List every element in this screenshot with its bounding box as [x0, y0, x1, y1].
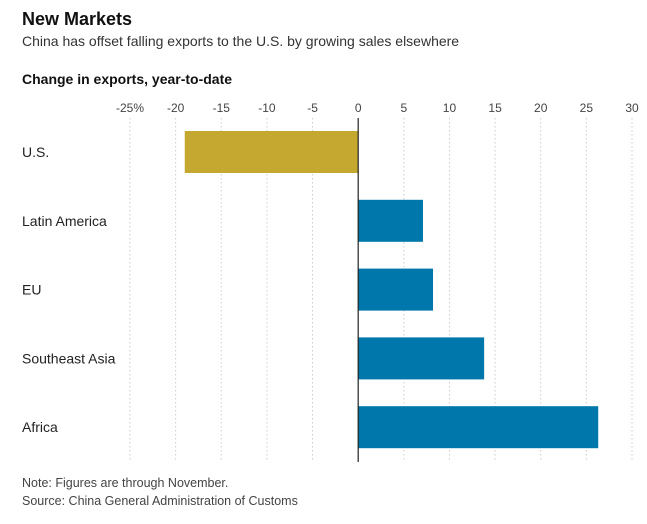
x-tick-label: 0 [355, 101, 362, 115]
chart-subtitle: China has offset falling exports to the … [22, 33, 460, 49]
x-tick-label: -25% [116, 101, 144, 115]
x-tick-label: 25 [580, 101, 594, 115]
bar [358, 199, 423, 242]
x-tick-label: 15 [488, 101, 502, 115]
x-tick-label: 5 [400, 101, 407, 115]
bar [358, 268, 434, 311]
bar [184, 131, 359, 173]
category-label: Southeast Asia [22, 350, 116, 366]
chart-measure-label: Change in exports, year-to-date [22, 71, 233, 87]
category-label: U.S. [22, 144, 49, 160]
chart-source: Source: China General Administration of … [22, 494, 298, 508]
bar [358, 337, 485, 380]
bar [358, 406, 599, 449]
category-label: Latin America [22, 213, 107, 229]
x-tick-label: 20 [534, 101, 548, 115]
x-tick-label: 10 [443, 101, 457, 115]
x-tick-label: -20 [167, 101, 185, 115]
x-tick-label: 30 [625, 101, 639, 115]
chart-note: Note: Figures are through November. [22, 476, 229, 490]
category-label: Africa [22, 419, 58, 435]
x-tick-label: -10 [258, 101, 276, 115]
x-tick-label: -5 [307, 101, 318, 115]
x-tick-label: -15 [213, 101, 231, 115]
chart-title: New Markets [22, 9, 133, 29]
category-label: EU [22, 282, 41, 298]
bar-chart: -25% -20 -15 -10 -5 0 5 10 15 20 25 30 U.S. Latin Ame… [22, 101, 639, 462]
